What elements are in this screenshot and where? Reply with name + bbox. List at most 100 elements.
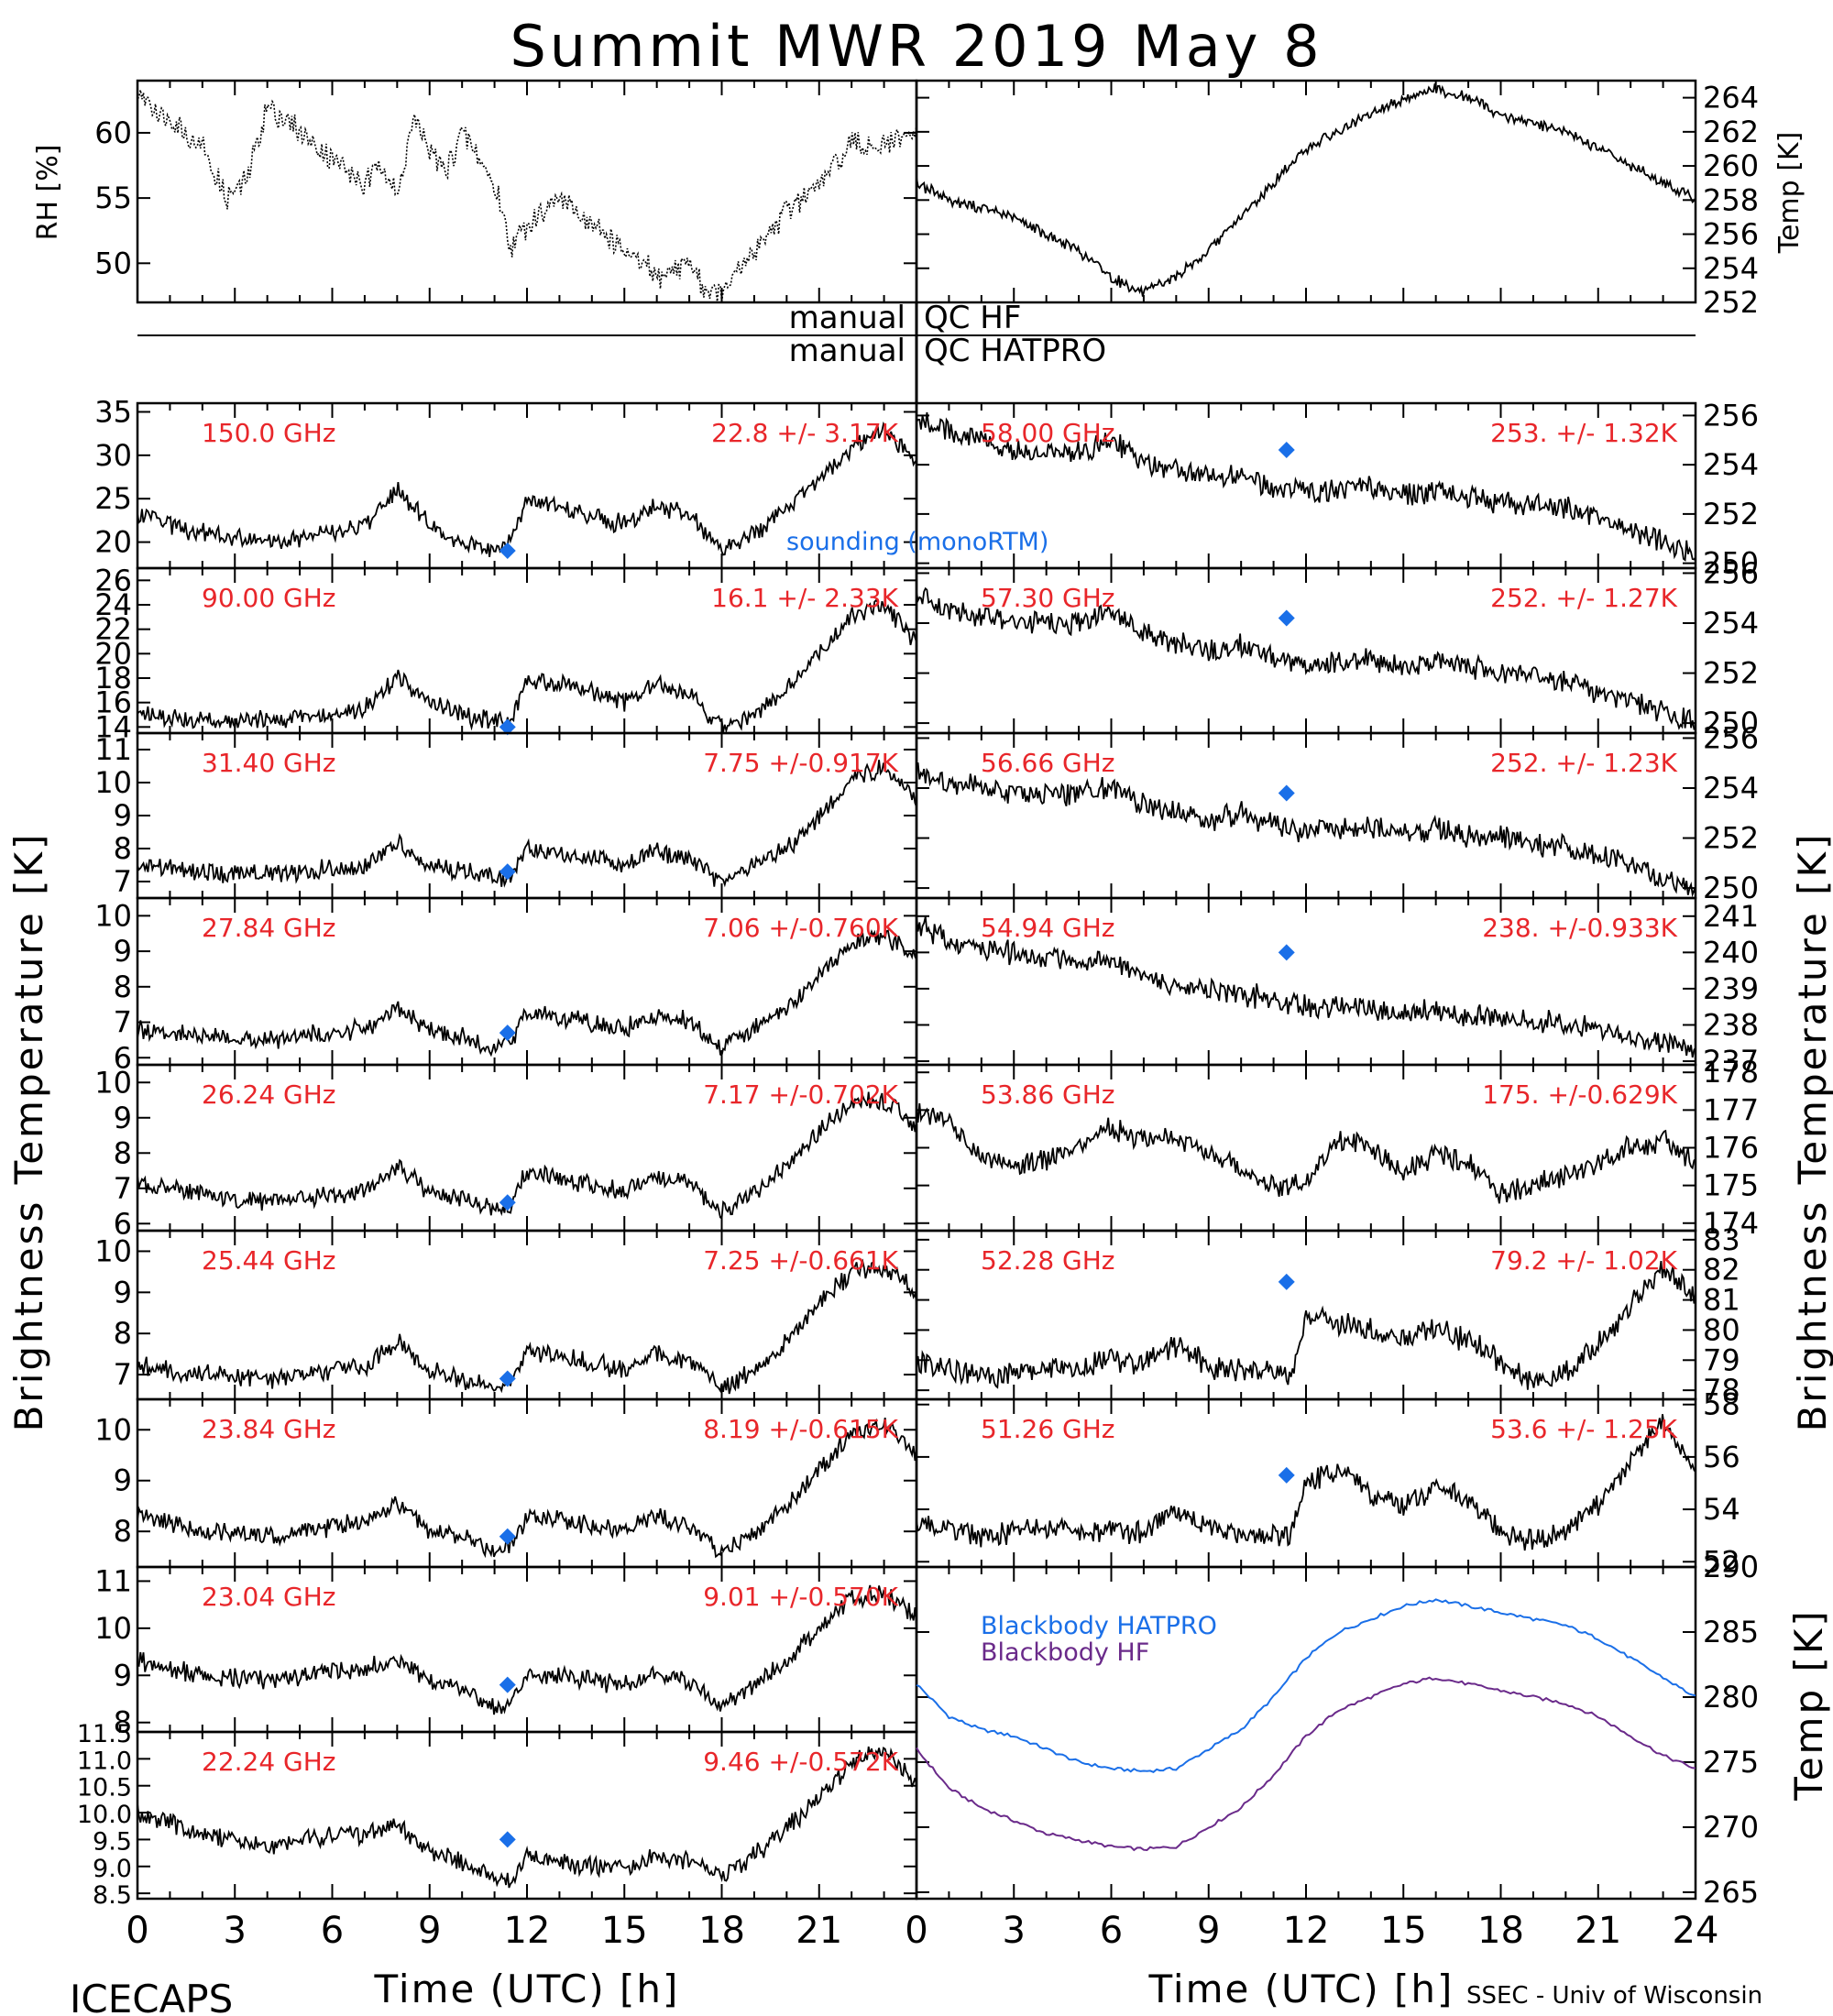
footer-left: ICECAPS [70, 1977, 233, 2016]
y-tick-label: 254 [1703, 251, 1759, 286]
legend-blackbody-hatpro: Blackbody HATPRO [981, 1612, 1217, 1640]
y-tick-label: 6 [114, 1206, 132, 1241]
sounding-marker [499, 1676, 516, 1693]
series-trace [916, 1103, 1696, 1204]
figure-title: Summit MWR 2019 May 8 [510, 13, 1323, 80]
legend-blackbody-hf: Blackbody HF [981, 1638, 1149, 1667]
blackbody-series-hf [916, 1676, 1696, 1852]
series-trace [137, 89, 917, 302]
y-tick-label: 250 [1703, 871, 1759, 905]
y-tick-label: 8 [114, 1514, 132, 1549]
qc-label-hatpro: QC HATPRO [924, 333, 1106, 369]
y-tick-label: 254 [1703, 447, 1759, 482]
y-tick-label: 7 [114, 1357, 132, 1392]
x-tick-label-right: 12 [1283, 1910, 1330, 1952]
y-tick-label: 280 [1703, 1680, 1759, 1715]
y-tick-label: 252 [1703, 285, 1759, 320]
y-tick-label: 10 [94, 898, 132, 933]
sounding-marker [1278, 1273, 1295, 1290]
y-tick-label: 9.5 [93, 1827, 132, 1856]
channel-label: 90.00 GHz [202, 583, 336, 613]
series-trace [137, 1258, 917, 1395]
y-tick-label: 83 [1703, 1222, 1740, 1257]
y-tick-label: 50 [94, 246, 132, 280]
y-tick-label: 175 [1703, 1168, 1759, 1203]
y-tick-label: 241 [1703, 899, 1759, 934]
y-tick-label: 52 [1703, 1544, 1740, 1579]
series-trace [916, 914, 1696, 1058]
y-tick-label: 256 [1703, 217, 1759, 252]
series-trace [137, 1584, 917, 1715]
channel-stats: 175. +/-0.629K [1482, 1079, 1677, 1110]
sounding-marker [499, 1528, 516, 1545]
y-tick-label: 178 [1703, 1055, 1759, 1090]
channel-label: 58.00 GHz [981, 418, 1115, 448]
y-tick-label: 55 [94, 181, 132, 215]
channel-stats: 252. +/- 1.27K [1490, 583, 1677, 613]
series-trace [137, 421, 917, 558]
series-trace [916, 1260, 1696, 1390]
y-tick-label: 9 [114, 1101, 132, 1135]
y-tick-label: 240 [1703, 935, 1759, 970]
y-tick-label: 56 [1703, 1440, 1740, 1474]
series-trace [916, 586, 1696, 730]
y-tick-label: 10.0 [77, 1801, 132, 1829]
y-tick-label: 238 [1703, 1007, 1759, 1042]
y-tick-label: 252 [1703, 821, 1759, 856]
y-tick-label: 10 [94, 1233, 132, 1268]
channel-stats: 253. +/- 1.32K [1490, 418, 1677, 448]
sounding-marker [1278, 1466, 1295, 1484]
channel-label: 22.24 GHz [202, 1747, 336, 1777]
y-tick-label: 239 [1703, 971, 1759, 1006]
y-tick-label: 58 [1703, 1387, 1740, 1422]
y-tick-label: 8 [114, 1316, 132, 1351]
y-tick-label: 54 [1703, 1492, 1740, 1527]
series-trace [137, 1417, 917, 1559]
panel-blackbody: 265 270 275 280 285 290 [915, 1550, 1759, 1910]
x-tick-label-right: 18 [1477, 1910, 1524, 1952]
y-tick-label: 22 [94, 612, 132, 647]
y-tick-label: 26 [94, 563, 132, 597]
y-tick-label: 254 [1703, 771, 1759, 805]
qc-label-manual-hf: manual [789, 300, 906, 336]
y-tick-label: 260 [1703, 148, 1759, 183]
x-tick-label-left: 9 [418, 1910, 441, 1952]
y-tick-label: 60 [94, 115, 132, 150]
series-trace [137, 1091, 917, 1221]
y-tick-label: 6 [114, 1040, 132, 1075]
series-trace [916, 411, 1696, 562]
y-tick-label: 9 [114, 798, 132, 833]
channel-label: 26.24 GHz [202, 1079, 336, 1110]
x-tick-label-left: 18 [698, 1910, 745, 1952]
y-tick-label: 237 [1703, 1044, 1759, 1079]
y-tick-label: 10 [94, 765, 132, 800]
y-tick-label: 9.0 [93, 1855, 132, 1883]
sounding-marker [499, 1370, 516, 1387]
channel-label: 150.0 GHz [202, 418, 336, 448]
y-tick-label: 7 [114, 1171, 132, 1206]
sounding-marker [499, 1194, 516, 1211]
y-tick-label: 78 [1703, 1373, 1740, 1408]
y-tick-label: 9 [114, 1658, 132, 1693]
y-tick-label: 250 [1703, 546, 1759, 581]
y-tick-label: 16 [94, 685, 132, 720]
y-tick-label: 8 [114, 831, 132, 866]
y-tick-label: 11 [94, 732, 132, 767]
y-tick-label: 11 [94, 1563, 132, 1598]
x-tick-label-left: 6 [321, 1910, 344, 1952]
x-tick-label-right: 6 [1100, 1910, 1123, 1952]
y-tick-label: 9 [114, 1463, 132, 1498]
channel-label: 53.86 GHz [981, 1079, 1115, 1110]
y-tick-label: 25 [94, 481, 132, 516]
channel-label: 54.94 GHz [981, 913, 1115, 943]
y-tick-label: 265 [1703, 1875, 1759, 1910]
channel-stats: 7.06 +/-0.760K [703, 913, 898, 943]
channel-stats: 22.8 +/- 3.17K [711, 418, 898, 448]
y-tick-label: 270 [1703, 1810, 1759, 1845]
channel-stats: 9.01 +/-0.570K [703, 1582, 898, 1612]
y-axis-label-left: Brightness Temperature [K] [6, 832, 51, 1432]
y-tick-label: 11.5 [77, 1720, 132, 1748]
